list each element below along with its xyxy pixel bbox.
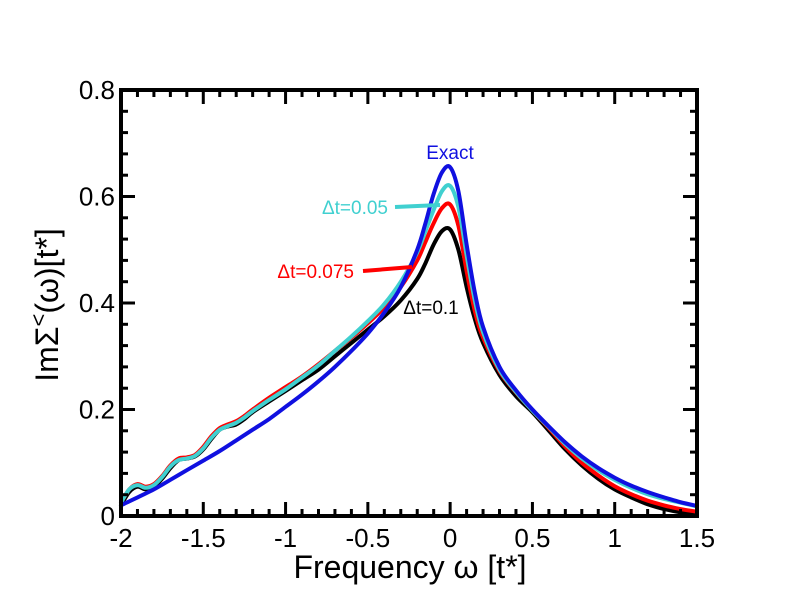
annotation-dt005: Δt=0.05 (322, 198, 388, 219)
y-tick-label: 0 (101, 501, 115, 531)
x-tick-label: 0 (443, 523, 457, 553)
y-axis-title-tail: (ω)[t*] (29, 228, 65, 313)
annotation-exact: Exact (426, 143, 474, 164)
y-tick-label: 0.4 (79, 288, 115, 318)
x-tick-label: -1 (274, 523, 297, 553)
y-tick-label: 0.2 (79, 395, 115, 425)
annotation-dt0075: Δt=0.075 (277, 262, 354, 283)
x-axis-title: Frequency ω [t*] (293, 549, 526, 585)
annotation-dt01: Δt=0.1 (403, 298, 458, 319)
x-tick-label: -0.5 (345, 523, 390, 553)
series-line-exact (119, 164, 699, 508)
annotation-dt0075-arrow (362, 265, 413, 273)
tick-labels: -2 -1.5 -1 -0.5 0 0.5 1 1.5 0 0.2 0.4 0.6 0.8 (79, 75, 715, 553)
y-axis-title-superscript: < (26, 314, 51, 327)
x-tick-label: 1 (607, 523, 621, 553)
x-tick-label: -1.5 (181, 523, 226, 553)
y-tick-label: 0.8 (79, 75, 115, 105)
x-tick-label: -2 (109, 523, 132, 553)
annotations: Exact Δt=0.05 Δt=0.075 Δt=0.1 (277, 143, 474, 319)
series-line-t-0-075 (119, 201, 699, 514)
y-axis-title: ImΣ<(ω)[t*] (26, 228, 65, 382)
y-tick-label: 0.6 (79, 182, 115, 212)
x-tick-label: 0.5 (514, 523, 550, 553)
series-layer (119, 164, 699, 517)
y-axis-title-main: ImΣ (29, 326, 65, 381)
x-tick-label: 1.5 (679, 523, 715, 553)
annotation-dt005-arrow (394, 203, 441, 209)
ticks (119, 88, 699, 518)
